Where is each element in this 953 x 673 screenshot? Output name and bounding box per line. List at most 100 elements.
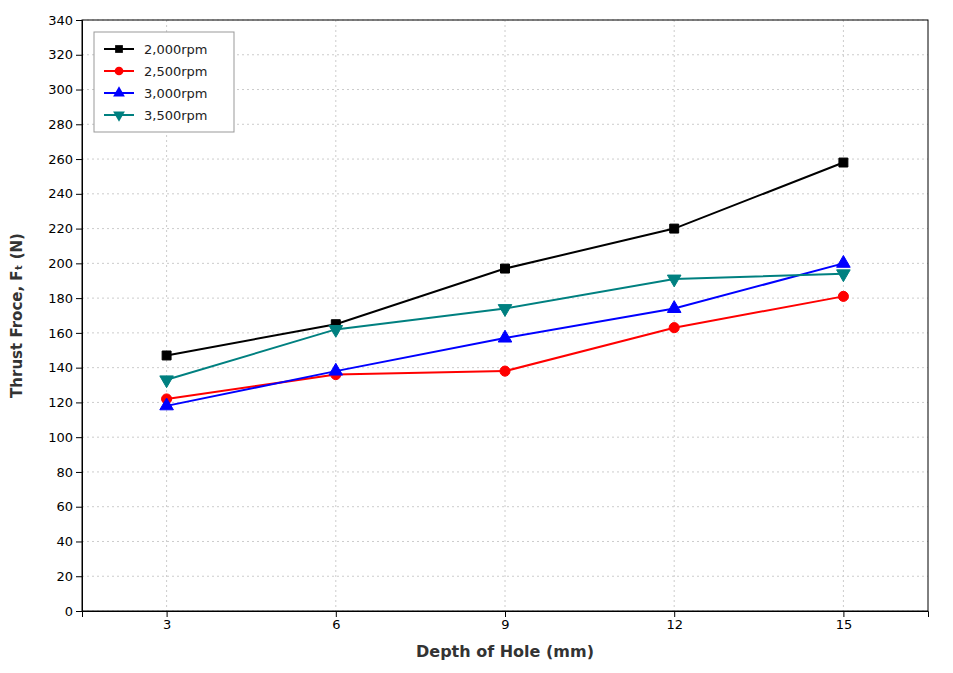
tick-mark (76, 263, 82, 264)
grid-line (82, 471, 928, 472)
grid-line (82, 541, 928, 542)
tick-mark (674, 611, 675, 617)
marker (500, 366, 510, 376)
legend-marker (115, 45, 123, 53)
tick-label: 0 (65, 604, 73, 619)
tick-label: 40 (56, 534, 73, 549)
tick: 140 (48, 360, 82, 375)
legend-item: 2,500rpm (104, 64, 207, 79)
marker (160, 398, 174, 410)
x-axis-label: Depth of Hole (mm) (416, 642, 594, 661)
tick: 100 (48, 430, 82, 445)
plot-frame (82, 20, 928, 611)
marker (837, 270, 851, 282)
grid-line (674, 20, 675, 611)
tick-mark (76, 159, 82, 160)
tick-label: 280 (48, 117, 73, 132)
y-axis: 0204060801001201401601802002202402602803… (48, 13, 82, 619)
tick-label: 6 (332, 617, 340, 632)
grid-line (82, 228, 928, 229)
legend-label: 3,000rpm (144, 86, 207, 101)
tick: 180 (48, 291, 82, 306)
marker (162, 351, 171, 360)
tick-mark (843, 611, 844, 617)
tick-mark (76, 194, 82, 195)
tick-label: 220 (48, 221, 73, 236)
tick-mark (76, 472, 82, 473)
tick-mark (76, 437, 82, 438)
tick-mark (76, 333, 82, 334)
marker (498, 330, 512, 342)
tick-label: 160 (48, 326, 73, 341)
series-line (167, 163, 844, 356)
tick-mark (76, 90, 82, 91)
tick-label: 260 (48, 152, 73, 167)
tick-label: 120 (48, 395, 73, 410)
tick-label: 3 (163, 617, 171, 632)
grid (82, 20, 928, 611)
tick: 120 (48, 395, 82, 410)
tick-mark (167, 611, 168, 617)
legend-label: 2,000rpm (144, 42, 207, 57)
axis-line (83, 612, 929, 618)
tick: 6 (332, 611, 340, 632)
grid-line (82, 506, 928, 507)
tick-mark (76, 611, 82, 612)
tick-mark (76, 368, 82, 369)
tick: 280 (48, 117, 82, 132)
marker (670, 224, 679, 233)
legend-label: 2,500rpm (144, 64, 207, 79)
tick-label: 180 (48, 291, 73, 306)
y-axis-label: Thrust Froce, Fₜ (N) (8, 233, 26, 398)
tick: 9 (501, 611, 509, 632)
grid-line (82, 402, 928, 403)
marker (839, 158, 848, 167)
tick-mark (76, 124, 82, 125)
tick: 220 (48, 221, 82, 236)
tick-label: 300 (48, 82, 73, 97)
tick: 40 (56, 534, 82, 549)
tick-label: 15 (836, 617, 853, 632)
tick-label: 100 (48, 430, 73, 445)
grid-line (82, 298, 928, 299)
tick: 3 (163, 611, 171, 632)
tick: 60 (56, 499, 82, 514)
legend-item: 3,000rpm (104, 86, 207, 101)
marker (498, 305, 512, 317)
legend: 2,000rpm 2,500rpm 3,000rpm 3,500rpm (94, 32, 234, 132)
series-line (167, 274, 844, 380)
legend-box (94, 32, 234, 132)
chart: 3691215020406080100120140160180200220240… (0, 0, 953, 673)
tick-mark (505, 611, 506, 617)
marker (160, 376, 174, 388)
legend-marker (113, 86, 125, 96)
grid-line (82, 159, 928, 160)
tick: 300 (48, 82, 82, 97)
marker (837, 256, 851, 268)
marker (501, 264, 510, 273)
x-axis: 3691215 (83, 611, 929, 632)
tick: 320 (48, 47, 82, 62)
grid-line (82, 437, 928, 438)
tick-label: 140 (48, 360, 73, 375)
marker (667, 275, 681, 287)
tick: 0 (65, 604, 82, 619)
tick-mark (76, 576, 82, 577)
legend-marker (113, 112, 125, 122)
legend-item: 3,500rpm (104, 108, 207, 123)
series-line (167, 296, 844, 399)
marks (160, 158, 850, 410)
grid-line (82, 576, 928, 577)
tick-label: 20 (56, 569, 73, 584)
plot-area: 3691215020406080100120140160180200220240… (48, 13, 928, 633)
tick-mark (76, 541, 82, 542)
tick-label: 200 (48, 256, 73, 271)
marker (329, 363, 343, 375)
marker (667, 301, 681, 313)
tick-label: 9 (501, 617, 509, 632)
marker (838, 291, 848, 301)
tick-mark (76, 507, 82, 508)
tick: 20 (56, 569, 82, 584)
grid-line (335, 20, 336, 611)
tick-label: 340 (48, 13, 73, 28)
